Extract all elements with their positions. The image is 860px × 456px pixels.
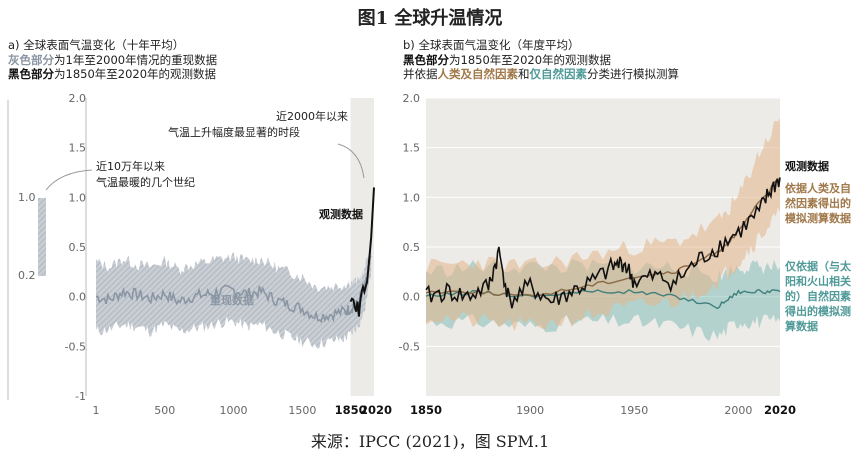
x-tick-a: 1 — [93, 404, 100, 417]
reconstructed-band — [96, 237, 372, 349]
y-tick-a: 0.5 — [69, 241, 87, 254]
label-human-line: 依据人类及自 — [785, 181, 851, 195]
y-tick-a: 0.0 — [69, 291, 87, 304]
y-tick-a: -1 — [75, 390, 86, 403]
label-observed-b: 观测数据 — [785, 159, 829, 173]
label-natural-line: 阳和火山相关 — [785, 274, 851, 288]
y-tick-b: 1.0 — [403, 191, 421, 204]
label-reconstructed: 重现数据 — [210, 293, 254, 307]
panel-b-subtitle-2: 并依据人类及自然因素和仅自然因素分类进行模拟测算 — [403, 67, 679, 81]
panel-a-chart: 2.01.51.00.50.0-0.5-1 1 500 1000 1500 185020… — [7, 92, 392, 417]
side-bar-top-label: 1.0 — [18, 191, 36, 204]
panel-b-chart: 2.0 1.5 1.0 0.5 0.0 -0.5 1850 1900 1950 2000 2020… — [399, 92, 852, 417]
annot-warm-1: 近10万年以来 — [96, 159, 165, 173]
figure-title: 图1 全球升温情况 — [357, 8, 503, 29]
reconstructed-line — [95, 254, 372, 324]
x-tick-b: 1900 — [516, 404, 544, 417]
source-note: 来源：IPCC (2021)，图 SPM.1 — [310, 432, 550, 451]
panel-a-title: a) 全球表面气温变化（十年平均） — [8, 38, 185, 52]
observed-line-a — [349, 187, 375, 317]
y-tick-b: -0.5 — [399, 340, 420, 353]
y-tick-b: 0.0 — [403, 291, 421, 304]
y-tick-a: 1.5 — [69, 142, 87, 155]
panel-a-subtitle-2: 黑色部分为1850年至2020年的观测数据 — [8, 67, 217, 81]
x-tick-a: 2020 — [360, 403, 392, 417]
x-tick-b: 2020 — [764, 403, 796, 417]
label-natural-line: 的）自然因素 — [785, 289, 851, 303]
label-natural-line: 得出的模拟测 — [784, 304, 851, 318]
human-band — [426, 117, 780, 332]
annot-recent-1: 近2000年以来 — [276, 109, 348, 123]
observed-line-b — [425, 177, 781, 309]
label-human-line: 然因素得出的 — [785, 196, 851, 210]
x-tick-a: 1000 — [220, 404, 248, 417]
label-observed-a: 观测数据 — [319, 207, 363, 221]
y-tick-a: 1.0 — [69, 191, 87, 204]
x-tick-b: 1950 — [620, 404, 648, 417]
annot-recent-2: 气温上升幅度最显著的时段 — [168, 125, 300, 139]
y-tick-b: 0.5 — [403, 241, 421, 254]
label-human-line: 模拟测算数据 — [785, 211, 851, 225]
panel-a-subtitle-1: 灰色部分为1年至2000年情况的重现数据 — [8, 53, 218, 67]
annot-warm-arrow — [45, 169, 93, 191]
x-tick-a: 1850 — [335, 403, 367, 417]
label-natural-line: 算数据 — [784, 319, 818, 333]
panel-b-subtitle-1: 黑色部分为1850年至2020年的观测数据 — [403, 53, 612, 67]
panel-b-title: b) 全球表面气温变化（年度平均） — [403, 38, 580, 52]
annot-recent-arrow — [337, 143, 365, 179]
y-tick-a: -0.5 — [65, 340, 86, 353]
warm-centuries-bar — [38, 198, 46, 276]
label-natural-line: 仅依据（与太 — [784, 259, 852, 273]
y-tick-a: 2.0 — [69, 92, 87, 105]
annot-warm-2: 气温最暖的几个世纪 — [96, 175, 195, 189]
y-tick-b: 1.5 — [403, 142, 421, 155]
side-bar-bottom-label: 0.2 — [18, 269, 36, 282]
x-tick-b: 1850 — [410, 403, 442, 417]
y-tick-b: 2.0 — [403, 92, 421, 105]
x-tick-a: 500 — [154, 404, 175, 417]
x-tick-a: 1500 — [288, 404, 316, 417]
x-tick-b: 2000 — [724, 404, 752, 417]
